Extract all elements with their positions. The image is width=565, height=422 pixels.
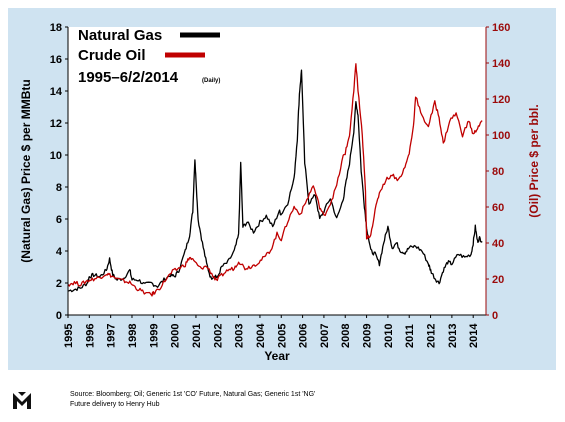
x-tick-label: 2003 xyxy=(234,324,246,348)
x-tick-label: 2014 xyxy=(468,323,480,348)
y-tick-label: 10 xyxy=(50,150,62,162)
x-tick-label: 1999 xyxy=(148,324,160,348)
x-tick-label: 2004 xyxy=(255,323,267,348)
y-axis-title: (Natural Gas) Price $ per MMBtu xyxy=(19,79,33,262)
x-axis-title: Year xyxy=(264,349,290,363)
series-line-crude-oil xyxy=(67,63,483,297)
x-tick-label: 1997 xyxy=(106,324,118,348)
series-line-natural-gas xyxy=(67,69,483,293)
x-tick-label: 2011 xyxy=(404,324,416,348)
x-tick-label: 2000 xyxy=(170,324,182,348)
x-tick-label: 1998 xyxy=(127,324,139,348)
y-tick-label: 0 xyxy=(56,310,62,322)
legend-label-natural-gas: Natural Gas xyxy=(78,27,162,44)
x-tick-label: 1995 xyxy=(63,324,75,348)
y-tick-label: 4 xyxy=(56,246,63,258)
x-tick-label: 2009 xyxy=(362,324,374,348)
chart-title: 1995–6/2/2014 xyxy=(78,69,179,86)
y2-tick-label: 40 xyxy=(492,238,504,250)
x-tick-label: 2002 xyxy=(212,324,224,348)
y2-tick-label: 160 xyxy=(492,22,510,34)
x-tick-label: 2013 xyxy=(447,324,459,348)
y-tick-label: 14 xyxy=(50,86,63,98)
y-tick-label: 8 xyxy=(56,182,62,194)
y-tick-label: 12 xyxy=(50,118,62,130)
y-tick-label: 18 xyxy=(50,22,62,34)
y2-tick-label: 60 xyxy=(492,202,504,214)
y-tick-label: 2 xyxy=(56,278,62,290)
x-tick-label: 2010 xyxy=(383,324,395,348)
y2-tick-label: 0 xyxy=(492,310,498,322)
y2-tick-label: 100 xyxy=(492,130,510,142)
y2-tick-label: 20 xyxy=(492,274,504,286)
x-tick-label: 2012 xyxy=(426,324,438,348)
legend-label-crude-oil: Crude Oil xyxy=(78,47,146,64)
chart-title-note: (Daily) xyxy=(202,78,220,84)
x-tick-label: 2006 xyxy=(298,324,310,348)
chart: 0 2 4 6 8 10 12 14 16 18 0 20 40 60 80 100 120 140 160 1995… xyxy=(19,22,541,363)
chart-panel: 0 2 4 6 8 10 12 14 16 18 0 20 40 60 80 100 120 140 160 1995… xyxy=(8,8,556,370)
x-tick-label: 2007 xyxy=(319,324,331,348)
plot-area xyxy=(68,27,486,315)
y2-tick-label: 120 xyxy=(492,94,510,106)
y2-tick-label: 140 xyxy=(492,58,510,70)
y2-axis-title: (Oil) Price $ per bbl. xyxy=(527,104,541,217)
y2-tick-label: 80 xyxy=(492,166,504,178)
company-logo-icon xyxy=(12,390,32,410)
x-tick-label: 2005 xyxy=(276,324,288,348)
x-tick-label: 2001 xyxy=(191,324,203,348)
x-tick-label: 1996 xyxy=(84,324,96,348)
y-tick-label: 6 xyxy=(56,214,62,226)
x-tick-label: 2008 xyxy=(340,324,352,348)
source-note: Source: Bloomberg; Oil; Generic 1st 'CO'… xyxy=(70,391,316,408)
y-tick-label: 16 xyxy=(50,54,62,66)
